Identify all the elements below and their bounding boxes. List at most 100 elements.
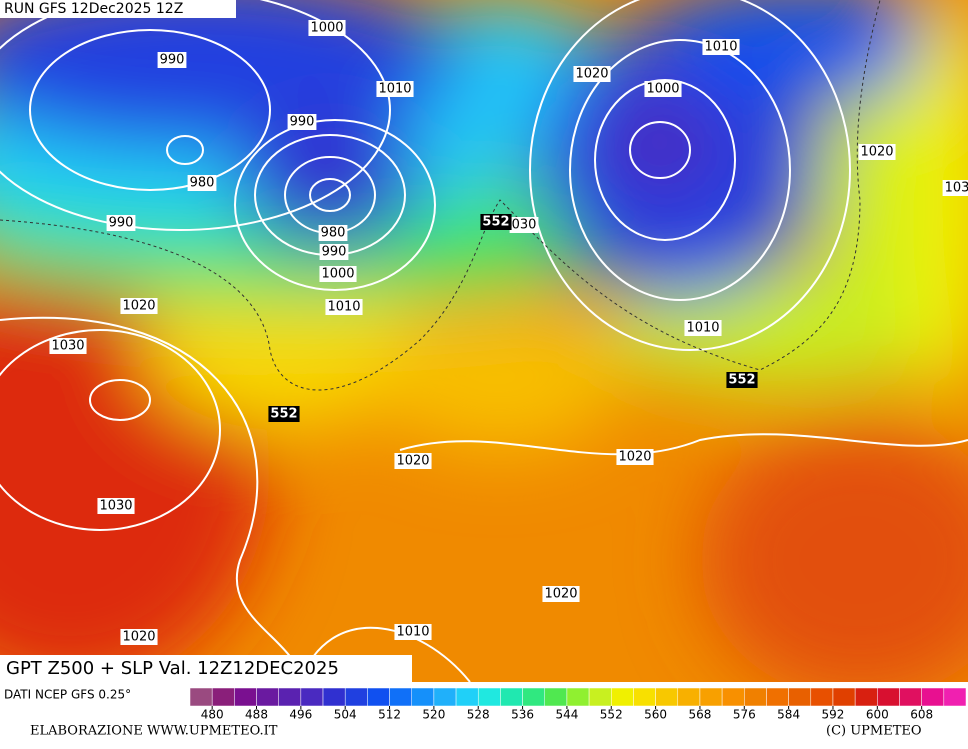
colorbar-swatch — [677, 687, 701, 707]
colorbar-tick-label: 496 — [289, 708, 312, 722]
colorbar-swatch — [234, 687, 257, 707]
isobar-label-box — [394, 624, 432, 640]
colorbar-swatch — [389, 687, 412, 707]
isobar-label: 990 — [109, 216, 134, 231]
copyright: (C) UPMETEO — [826, 724, 922, 739]
colorbar-swatch — [943, 687, 967, 707]
isobar-label: 990 — [290, 115, 315, 130]
isobar-label-box — [187, 175, 217, 191]
isobar-label: 1010 — [686, 321, 719, 336]
colorbar-swatch — [367, 687, 390, 707]
isobar-label-box — [287, 114, 317, 130]
colorbar-tick-label: 560 — [644, 708, 667, 722]
colorbar-swatch — [810, 687, 834, 707]
isobar-label: 1010 — [327, 300, 360, 315]
credit: ELABORAZIONE WWW.UPMETEO.IT — [30, 724, 278, 739]
colorbar-swatch — [832, 687, 856, 707]
colorbar-tick-label: 528 — [467, 708, 490, 722]
isobar-label: 1010 — [378, 82, 411, 97]
colorbar-swatch — [189, 687, 213, 707]
isobar-label: 1020 — [122, 630, 155, 645]
height-label-box — [726, 372, 758, 388]
colorbar-tick-label: 568 — [688, 708, 711, 722]
colorbar-swatch — [788, 687, 812, 707]
isobar-label-box — [684, 320, 722, 336]
height-label: 552 — [728, 373, 755, 388]
isobar-label-box — [394, 453, 432, 469]
colorbar-tick-label: 608 — [910, 708, 933, 722]
isobar-label-box — [308, 20, 346, 36]
isobar-label: 1030 — [99, 499, 132, 514]
colorbar-tick-label: 520 — [422, 708, 445, 722]
colorbar-swatch — [899, 687, 922, 707]
colorbar-swatch — [344, 687, 368, 707]
colorbar-swatch — [854, 687, 878, 707]
colorbar-swatch — [744, 687, 767, 707]
colorbar-swatch — [411, 687, 435, 707]
colorbar-swatch — [721, 687, 745, 707]
height-label: 552 — [482, 215, 509, 230]
field — [0, 0, 968, 682]
height-label-box — [268, 406, 300, 422]
colorbar-tick-label: 504 — [334, 708, 357, 722]
colorbar-swatch — [477, 687, 501, 707]
isobar-label: 1010 — [704, 40, 737, 55]
isobar-label-box — [319, 266, 357, 282]
colorbar-swatch — [522, 687, 545, 707]
isobar-label: 990 — [160, 53, 185, 68]
isobar-label: 1020 — [618, 450, 651, 465]
isobar-label-box — [573, 66, 611, 82]
colorbar-swatch — [322, 687, 346, 707]
isobar-label: 1020 — [860, 145, 893, 160]
isobar-label: 1020 — [544, 587, 577, 602]
colorbar-tick-label: 552 — [600, 708, 623, 722]
isobar-label: 1030 — [51, 339, 84, 354]
colorbar-swatch — [433, 687, 457, 707]
isobar-label-box — [942, 180, 968, 196]
isobar-label: 1000 — [321, 267, 354, 282]
colorbar-swatch — [256, 687, 279, 707]
colorbar-tick-label: 512 — [378, 708, 401, 722]
isobar-label: 990 — [322, 245, 347, 260]
isobar-label: 1000 — [646, 82, 679, 97]
isobar-label-box — [858, 144, 896, 160]
isobar-label-box — [509, 217, 539, 233]
isobars — [0, 0, 968, 682]
run-label: RUN GFS 12Dec2025 12Z — [4, 1, 183, 17]
isobar-label: 1020 — [122, 299, 155, 314]
colorbar-swatch — [611, 687, 634, 707]
colorbar-swatch — [655, 687, 679, 707]
isobar-label-box — [376, 81, 414, 97]
colorbar-tick-label: 576 — [733, 708, 756, 722]
colorbar-swatch — [633, 687, 656, 707]
isobar-label: 980 — [321, 226, 346, 241]
source: DATI NCEP GFS 0.25° — [4, 688, 131, 702]
colorbar-swatch — [455, 687, 479, 707]
isobar-label-box — [644, 81, 682, 97]
colorbar-swatch — [588, 687, 612, 707]
isobar-label-box — [702, 39, 740, 55]
isobar-label-box — [325, 299, 363, 315]
colorbar-swatch — [278, 687, 302, 707]
isobar-label: 1000 — [310, 21, 343, 36]
isobar-label: 1020 — [396, 454, 429, 469]
colorbar-swatch — [566, 687, 590, 707]
height-label: 552 — [270, 407, 297, 422]
isobar-label-box — [542, 586, 580, 602]
isobar-label: 1010 — [396, 625, 429, 640]
isobar-label: 030 — [512, 218, 537, 233]
colorbar-tick-label: 592 — [822, 708, 845, 722]
isobar-label-box — [49, 338, 87, 354]
isobar-label-box — [318, 225, 348, 241]
isobar-label-box — [120, 629, 158, 645]
colorbar-swatch — [699, 687, 723, 707]
isobar-label-box — [616, 449, 654, 465]
colorbar-swatch — [766, 687, 789, 707]
colorbar-tick-label: 600 — [866, 708, 889, 722]
colorbar-swatch — [544, 687, 568, 707]
isobar-label: 1020 — [575, 67, 608, 82]
isobar-label: 980 — [190, 176, 215, 191]
colorbar-tick-label: 544 — [555, 708, 578, 722]
